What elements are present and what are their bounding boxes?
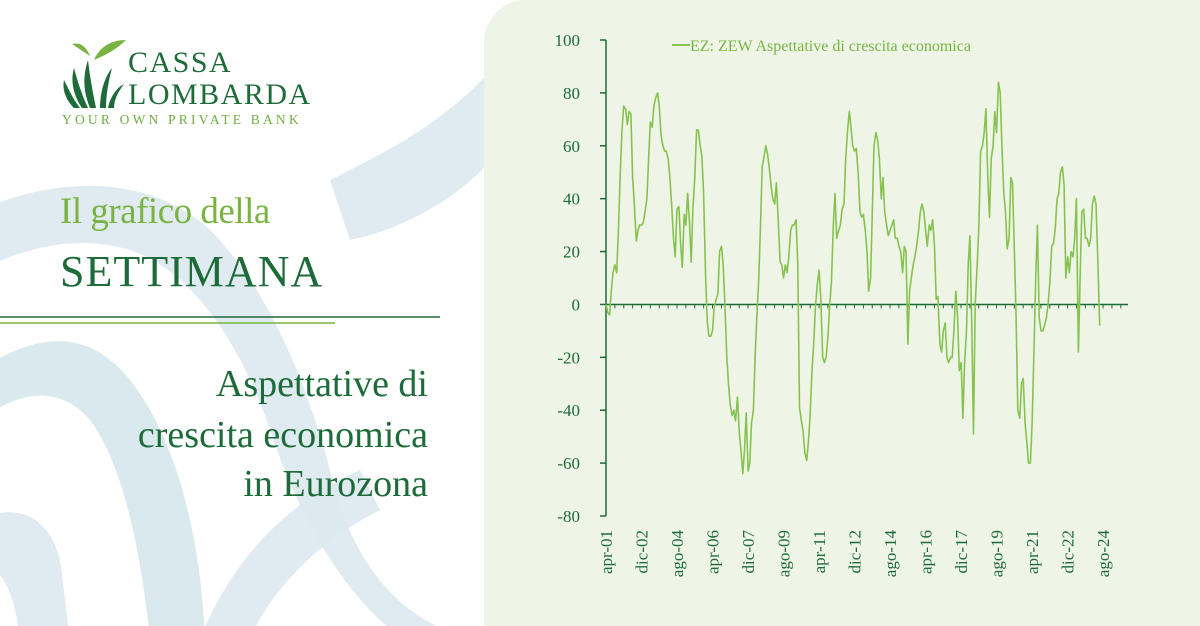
heading-bold: SETTIMANA bbox=[60, 247, 324, 296]
x-tick-label: dic-12 bbox=[846, 530, 865, 573]
brand-logo: CASSA LOMBARDA YOUR OWN PRIVATE BANK bbox=[60, 38, 350, 133]
x-tick-label: ago-09 bbox=[775, 530, 794, 577]
x-tick-label: apr-21 bbox=[1023, 530, 1042, 574]
y-tick-label: 80 bbox=[563, 84, 580, 103]
heading-light: Il grafico della bbox=[60, 191, 270, 232]
x-tick-label: dic-02 bbox=[633, 530, 652, 573]
legend-label: EZ: ZEW Aspettative di crescita economic… bbox=[690, 38, 971, 55]
subtitle-line3: in Eurozona bbox=[243, 463, 428, 505]
brand-name-line1: CASSA bbox=[128, 46, 233, 79]
y-tick-label: 20 bbox=[563, 243, 580, 262]
x-axis: apr-01 dic-02 ago-04 apr-06 dic-07 ago-09 apr-… bbox=[597, 303, 1128, 578]
y-axis: -80 -60 -40 -20 0 20 40 60 80 100 bbox=[555, 31, 607, 526]
y-tick-label: -20 bbox=[557, 348, 580, 367]
x-tick-label: ago-14 bbox=[881, 530, 900, 578]
chart-legend: EZ: ZEW Aspettative di crescita economic… bbox=[672, 38, 971, 55]
chart-panel bbox=[484, 0, 1200, 626]
series-line bbox=[605, 81, 1101, 475]
decorative-brush-strokes bbox=[0, 71, 490, 626]
left-panel: CASSA LOMBARDA YOUR OWN PRIVATE BANK Il … bbox=[0, 0, 490, 626]
leaf-logo-icon bbox=[63, 40, 126, 108]
y-tick-label: -60 bbox=[557, 454, 580, 473]
x-tick-label: apr-06 bbox=[704, 530, 723, 574]
y-tick-label: 40 bbox=[563, 190, 580, 209]
y-tick-label: -40 bbox=[557, 401, 580, 420]
y-tick-label: 0 bbox=[572, 295, 581, 314]
subtitle-line1: Aspettative di bbox=[215, 363, 428, 405]
y-tick-label: 100 bbox=[555, 31, 581, 50]
x-tick-label: dic-17 bbox=[952, 530, 971, 574]
x-tick-label: dic-07 bbox=[739, 530, 758, 574]
x-tick-label: apr-01 bbox=[597, 530, 616, 574]
brand-name-line2: LOMBARDA bbox=[128, 78, 312, 111]
x-tick-label: ago-19 bbox=[988, 530, 1007, 577]
y-tick-label: -80 bbox=[557, 507, 580, 526]
x-tick-label: ago-04 bbox=[668, 530, 687, 578]
brand-tagline: YOUR OWN PRIVATE BANK bbox=[62, 112, 302, 127]
separator-lines bbox=[0, 316, 440, 324]
x-tick-label: dic-22 bbox=[1059, 530, 1078, 573]
subtitle-line2: crescita economica bbox=[137, 414, 428, 456]
x-tick-label: ago-24 bbox=[1094, 530, 1113, 578]
y-tick-label: 60 bbox=[563, 137, 580, 156]
x-tick-label: apr-16 bbox=[917, 530, 936, 574]
x-tick-label: apr-11 bbox=[810, 530, 829, 573]
